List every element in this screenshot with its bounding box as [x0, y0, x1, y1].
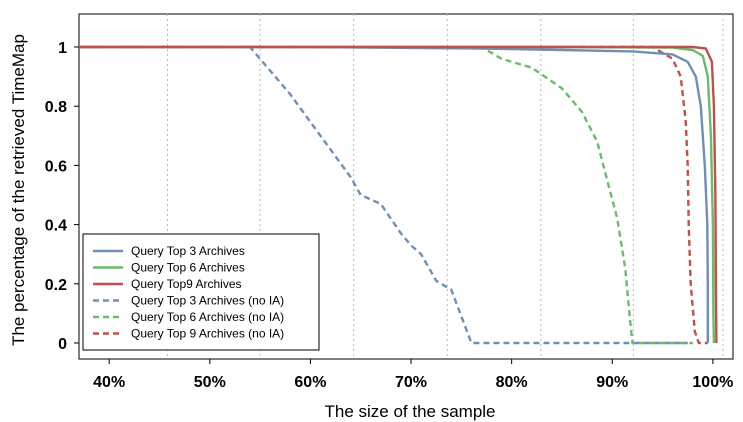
plot-frame — [78, 13, 734, 360]
y-tick-label: 1 — [58, 40, 67, 57]
y-axis-title: The percentage of the retrieved TimeMap — [9, 34, 28, 346]
y-tick-label: 0.6 — [45, 158, 67, 175]
y-tick-label: 0 — [58, 336, 67, 353]
x-tick-label: 50% — [194, 374, 226, 391]
legend-label-0: Query Top 3 Archives — [131, 244, 245, 258]
x-tick-label: 40% — [93, 374, 125, 391]
x-tick-label: 60% — [294, 374, 326, 391]
x-tick-label: 70% — [395, 374, 427, 391]
series-line-4 — [79, 45, 693, 345]
y-tick-label: 0.4 — [45, 218, 67, 235]
x-tick-label: 90% — [596, 374, 628, 391]
series-line-3 — [79, 45, 688, 345]
series-line-5 — [79, 45, 708, 345]
x-axis-ticks: 40% 50% 60% 70% 80% 90% 100% — [93, 359, 733, 391]
series-line-0 — [79, 45, 709, 343]
x-axis-title: The size of the sample — [324, 402, 495, 421]
legend-label-4: Query Top 6 Archives (no IA) — [131, 310, 284, 324]
x-tick-label: 80% — [496, 374, 528, 391]
y-tick-label: 0.8 — [45, 99, 67, 116]
series-line-2 — [79, 45, 718, 344]
x-tick-label: 100% — [692, 374, 733, 391]
legend-label-2: Query Top9 Archives — [131, 277, 242, 291]
legend-label-1: Query Top 6 Archives — [131, 261, 245, 275]
legend: Query Top 3 Archives Query Top 6 Archives… — [82, 233, 320, 351]
legend-label-3: Query Top 3 Archives (no IA) — [131, 294, 284, 308]
y-axis-ticks: 0 0.2 0.4 0.6 0.8 1 — [45, 40, 79, 353]
series-group — [79, 45, 718, 345]
legend-box — [82, 233, 320, 351]
y-tick-label: 0.2 — [45, 277, 67, 294]
legend-label-5: Query Top 9 Archives (no IA) — [131, 327, 284, 341]
